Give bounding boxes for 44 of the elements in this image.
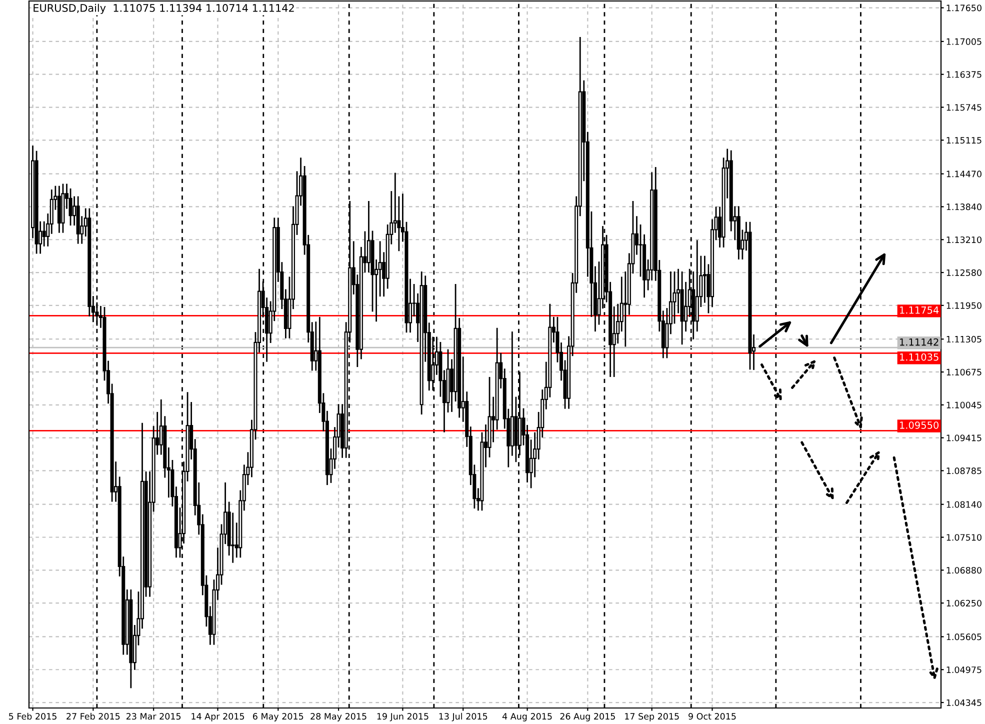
x-tick-label: 26 Aug 2015	[560, 713, 615, 722]
candlestick	[42, 220, 46, 248]
ref-line-label: 1.11142	[900, 338, 938, 346]
y-tick-label: 1.09415	[946, 434, 982, 442]
y-tick-label: 1.16375	[946, 71, 982, 78]
y-tick-label: 1.06880	[946, 566, 982, 574]
x-tick-label: 17 Sep 2015	[625, 713, 679, 722]
candlestick	[702, 255, 706, 304]
x-tick-label: 14 Apr 2015	[192, 713, 244, 722]
y-tick-label: 1.15745	[946, 104, 982, 111]
x-tick-label: 13 Jul 2015	[439, 712, 488, 722]
y-tick-label: 1.04975	[946, 666, 982, 674]
x-tick-label: 4 Aug 2015	[502, 713, 552, 722]
ref-line-label: 1.11754	[900, 306, 939, 314]
y-tick-label: 1.12580	[946, 269, 982, 276]
ref-line-label: 1.11035	[900, 353, 938, 361]
x-tick-label: 23 Mar 2015	[126, 713, 181, 720]
y-tick-label: 1.07510	[946, 534, 982, 541]
y-tick-label: 1.17005	[946, 38, 982, 45]
y-tick-label: 1.10675	[946, 368, 982, 376]
x-tick-label: 9 Oct 2015	[688, 713, 736, 720]
ref-line-label: 1.09550	[900, 421, 939, 429]
y-tick-label: 1.04345	[946, 699, 982, 706]
y-tick-label: 1.06250	[946, 600, 982, 606]
y-tick-label: 1.08140	[946, 501, 982, 508]
y-tick-label: 1.10045	[946, 402, 982, 408]
x-tick-label: 27 Feb 2015	[66, 712, 120, 720]
x-tick-label: 19 Jun 2015	[377, 713, 428, 722]
y-tick-label: 1.17650	[946, 4, 982, 12]
candlestick	[68, 188, 72, 226]
y-tick-label: 1.15115	[946, 137, 982, 144]
y-tick-label: 1.13210	[946, 236, 982, 244]
y-tick-label: 1.11305	[946, 336, 982, 343]
y-tick-label: 1.05605	[946, 634, 982, 640]
x-tick-label: 6 May 2015	[253, 713, 304, 722]
candlestick	[366, 200, 370, 274]
chart-title: EURUSD,Daily 1.11075 1.11394 1.10714 1.11142	[34, 4, 294, 14]
y-tick-label: 1.13840	[946, 204, 982, 210]
y-tick-label: 1.08785	[946, 468, 982, 474]
y-tick-label: 1.14470	[946, 170, 982, 178]
x-tick-label: 28 May 2015	[310, 713, 366, 722]
candlestick	[231, 512, 235, 564]
x-tick-label: 5 Feb 2015	[9, 712, 56, 720]
y-tick-label: 1.11950	[946, 302, 982, 309]
